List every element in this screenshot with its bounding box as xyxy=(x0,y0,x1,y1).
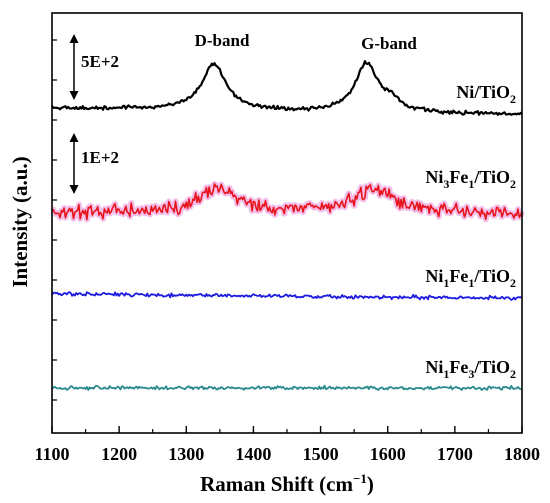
arrow-down-icon xyxy=(69,185,79,194)
series-label-part: Ni xyxy=(456,82,474,102)
series-label-part: /TiO xyxy=(473,167,510,187)
series-line-s1 xyxy=(51,59,523,116)
arrow-down-icon xyxy=(69,91,79,100)
series-label-part: 2 xyxy=(510,92,516,106)
x-tick-label: 1700 xyxy=(437,444,473,464)
y-ticks xyxy=(52,39,57,401)
series-label-part: 3 xyxy=(468,367,474,381)
series-line-s2 xyxy=(51,183,523,221)
series-label-part: 1 xyxy=(443,276,449,290)
arrow-up-icon xyxy=(69,34,79,43)
series-label-part: 2 xyxy=(510,177,516,191)
series-label-part: Fe xyxy=(449,266,468,286)
scale-bar-1-label: 5E+2 xyxy=(81,52,119,71)
series-label-part: /TiO xyxy=(473,82,510,102)
series-label-part: 3 xyxy=(443,177,449,191)
series-label-part: 1 xyxy=(443,367,449,381)
series-label-part: Ni xyxy=(425,167,443,187)
scale-bar-1: 5E+2 xyxy=(69,34,119,100)
scale-bar-2-label: 1E+2 xyxy=(81,148,119,167)
series-layer xyxy=(50,59,525,391)
series-label-part: 2 xyxy=(510,367,516,381)
series-label-part: /TiO xyxy=(473,357,510,377)
series-line-s4 xyxy=(51,384,523,391)
d-band-label: D-band xyxy=(195,31,250,50)
x-tick-label: 1400 xyxy=(235,444,271,464)
x-tick-label: 1300 xyxy=(168,444,204,464)
series-label-part: 1 xyxy=(468,177,474,191)
x-tick-label: 1200 xyxy=(101,444,137,464)
series-label-part: Fe xyxy=(449,167,468,187)
g-band-label: G-band xyxy=(361,34,417,53)
series-label-s1: Ni/TiO2 xyxy=(456,82,516,106)
x-tick-label: 1800 xyxy=(504,444,540,464)
series-label-part: Fe xyxy=(449,357,468,377)
x-tick-label: 1100 xyxy=(34,444,69,464)
scale-bar-2: 1E+2 xyxy=(69,133,119,194)
series-label-part: 1 xyxy=(468,276,474,290)
x-ticks: 1100 1200 1300 1400 1500 1600 1700 1800 xyxy=(34,426,540,464)
series-label-s4: Ni1Fe3/TiO2 xyxy=(425,357,516,381)
series-label-part: Ni xyxy=(425,266,443,286)
arrow-up-icon xyxy=(69,133,79,142)
x-axis-title: Raman Shift (cm−1) xyxy=(200,471,374,496)
y-axis-title: Intensity (a.u.) xyxy=(8,156,32,287)
x-tick-label: 1500 xyxy=(303,444,339,464)
series-label-part: Ni xyxy=(425,357,443,377)
series-label-s2: Ni3Fe1/TiO2 xyxy=(425,167,516,191)
series-label-part: /TiO xyxy=(473,266,510,286)
series-label-s3: Ni1Fe1/TiO2 xyxy=(425,266,516,290)
x-tick-label: 1600 xyxy=(370,444,406,464)
series-label-part: 2 xyxy=(510,276,516,290)
series-line-s3 xyxy=(51,291,523,301)
